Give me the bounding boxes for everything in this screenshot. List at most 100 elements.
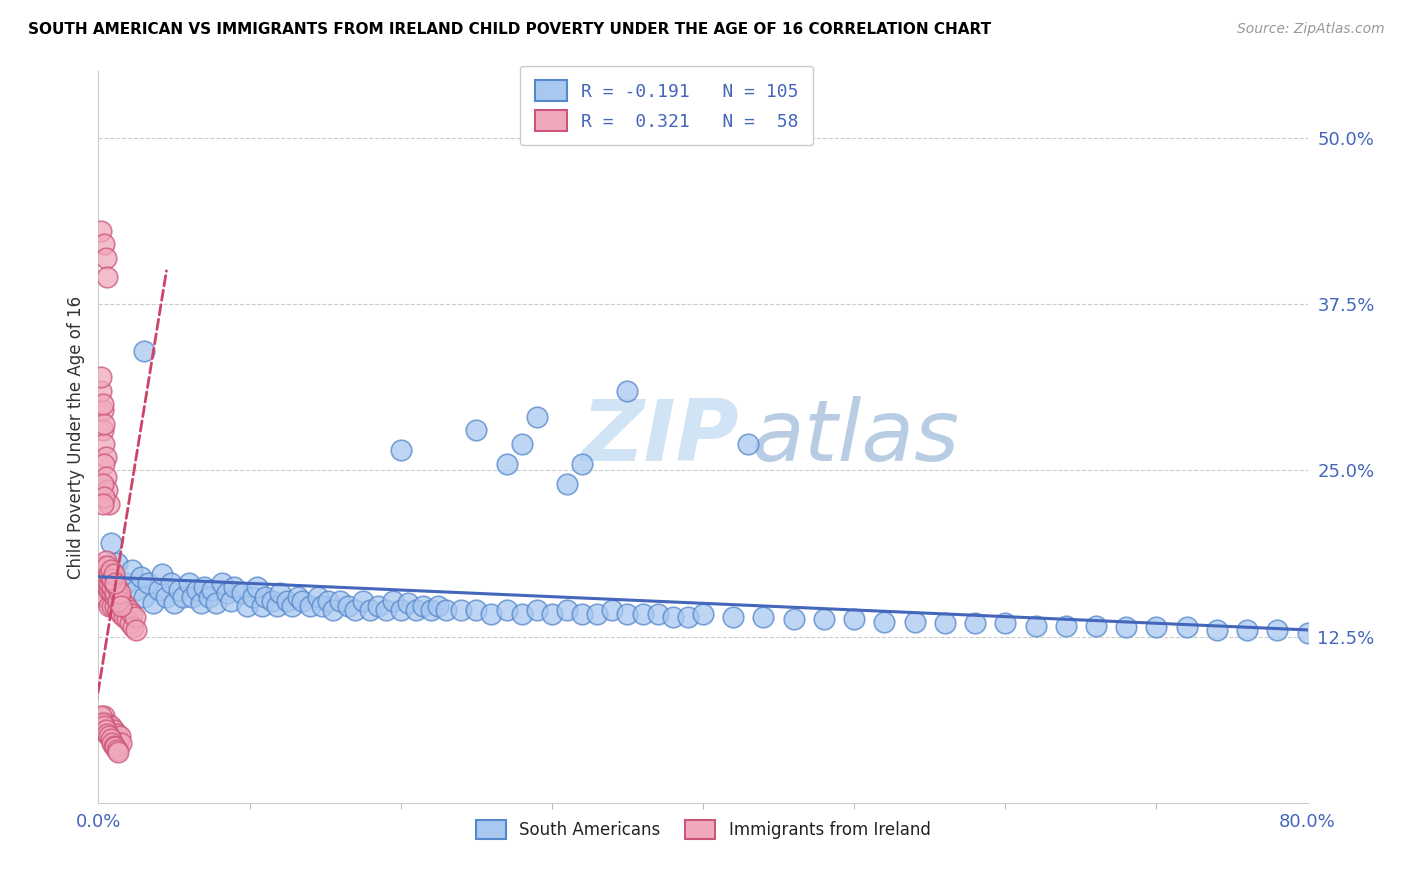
Point — [125, 582, 148, 597]
Point — [465, 603, 488, 617]
Point — [91, 397, 114, 411]
Point — [100, 731, 122, 746]
Point — [120, 616, 142, 631]
Point — [100, 719, 122, 733]
Point — [510, 607, 533, 621]
Point — [344, 603, 367, 617]
Point — [873, 615, 896, 629]
Point — [100, 580, 122, 594]
Point — [246, 580, 269, 594]
Point — [481, 607, 503, 621]
Point — [322, 603, 344, 617]
Point — [389, 603, 412, 617]
Point — [510, 436, 533, 450]
Point — [555, 603, 578, 617]
Point — [114, 599, 136, 613]
Point — [269, 585, 291, 599]
Point — [101, 580, 124, 594]
Text: ZIP: ZIP — [582, 395, 740, 479]
Point — [193, 580, 215, 594]
Point — [93, 237, 115, 252]
Point — [571, 607, 593, 621]
Point — [124, 609, 146, 624]
Point — [616, 607, 638, 621]
Point — [96, 270, 118, 285]
Point — [235, 599, 257, 613]
Point — [329, 593, 352, 607]
Point — [367, 599, 389, 613]
Text: Source: ZipAtlas.com: Source: ZipAtlas.com — [1237, 22, 1385, 37]
Point — [266, 599, 288, 613]
Point — [93, 567, 115, 582]
Point — [90, 709, 112, 723]
Point — [90, 716, 112, 731]
Point — [107, 745, 129, 759]
Point — [783, 612, 806, 626]
Point — [93, 576, 115, 591]
Point — [103, 585, 125, 599]
Point — [1296, 625, 1319, 640]
Point — [1236, 623, 1258, 637]
Point — [98, 567, 121, 582]
Point — [813, 612, 835, 626]
Point — [104, 731, 127, 746]
Point — [94, 251, 117, 265]
Point — [104, 585, 127, 599]
Point — [287, 590, 309, 604]
Point — [90, 224, 112, 238]
Point — [1115, 620, 1137, 634]
Point — [103, 576, 125, 591]
Point — [121, 607, 143, 621]
Point — [96, 580, 118, 594]
Point — [616, 384, 638, 398]
Point — [250, 599, 273, 613]
Point — [211, 576, 233, 591]
Point — [291, 593, 314, 607]
Point — [98, 582, 121, 597]
Point — [91, 424, 114, 438]
Point — [253, 590, 276, 604]
Point — [465, 424, 488, 438]
Point — [586, 607, 609, 621]
Point — [93, 436, 115, 450]
Point — [201, 582, 224, 597]
Point — [107, 736, 129, 750]
Point — [631, 607, 654, 621]
Point — [91, 559, 114, 574]
Point — [360, 603, 382, 617]
Point — [101, 736, 124, 750]
Point — [155, 590, 177, 604]
Point — [98, 729, 121, 743]
Point — [224, 580, 246, 594]
Point — [100, 576, 122, 591]
Point — [90, 567, 112, 582]
Point — [136, 576, 159, 591]
Point — [167, 582, 190, 597]
Point — [91, 723, 114, 737]
Point — [242, 590, 264, 604]
Point — [1144, 620, 1167, 634]
Point — [336, 599, 359, 613]
Point — [101, 599, 124, 613]
Point — [94, 723, 117, 737]
Point — [94, 573, 117, 587]
Point — [91, 573, 114, 587]
Point — [221, 593, 243, 607]
Point — [450, 603, 472, 617]
Point — [107, 593, 129, 607]
Point — [723, 609, 745, 624]
Point — [104, 739, 127, 754]
Point — [844, 612, 866, 626]
Point — [91, 476, 114, 491]
Point — [90, 582, 112, 597]
Point — [495, 603, 517, 617]
Point — [104, 599, 127, 613]
Point — [90, 563, 112, 577]
Point — [91, 403, 114, 417]
Point — [172, 590, 194, 604]
Point — [148, 582, 170, 597]
Point — [108, 729, 131, 743]
Point — [93, 709, 115, 723]
Point — [160, 576, 183, 591]
Point — [90, 370, 112, 384]
